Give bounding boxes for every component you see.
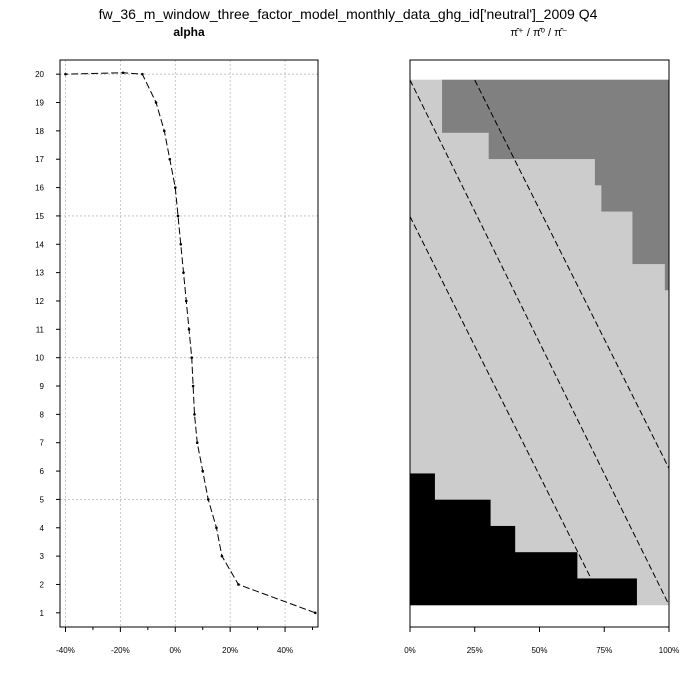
y-tick-label: 2 (40, 580, 45, 589)
figure-title: fw_36_m_window_three_factor_model_monthl… (99, 6, 598, 22)
y-tick-label: 20 (35, 70, 44, 79)
y-tick-label: 13 (35, 269, 44, 278)
middle-region-cell (409, 289, 670, 475)
top-region-cell (632, 210, 670, 265)
middle-region-cell (489, 499, 670, 527)
x-tick-label: 40% (277, 646, 293, 655)
alpha-series (64, 71, 317, 615)
pi-share-dashed-lines (409, 79, 670, 606)
alpha-data-point (162, 129, 166, 133)
y-tick-label: 17 (35, 155, 44, 164)
middle-region-cell (409, 158, 596, 186)
y-tick-label: 15 (35, 212, 44, 221)
x-tick-label: 75% (596, 646, 612, 655)
alpha-data-point (154, 101, 158, 104)
y-tick-label: 4 (40, 524, 45, 533)
y-tick-label: 11 (36, 325, 45, 334)
alpha-data-point (190, 356, 194, 359)
middle-region-cell (409, 210, 634, 265)
y-tick-label: 16 (35, 184, 44, 193)
y-tick-label: 7 (40, 439, 45, 448)
alpha-data-point (193, 413, 196, 416)
pi-share-panel: π̂⁺ / π̂⁰ / π̂⁻ 0% 25% 50% 75% 100% (404, 27, 679, 655)
top-region-cell (488, 132, 670, 160)
top-region-cell (664, 263, 670, 291)
y-tick-label: 9 (40, 382, 45, 391)
alpha-data-point (121, 71, 125, 75)
dashed-reference-line (409, 216, 605, 606)
x-tick-label: -20% (111, 646, 130, 655)
alpha-series-line (65, 72, 316, 614)
y-tick-label: 12 (35, 297, 44, 306)
middle-region-cell (514, 525, 670, 553)
y-tick-label: 18 (35, 127, 44, 136)
y-tick-label: 1 (40, 609, 45, 618)
top-region-cell (601, 184, 670, 212)
dashed-reference-line (409, 79, 670, 606)
alpha-data-point (220, 554, 224, 558)
pi-share-x-axis: 0% 25% 50% 75% 100% (404, 627, 679, 655)
alpha-data-point (237, 583, 240, 586)
pi-share-regions (409, 79, 670, 606)
alpha-data-point (141, 72, 144, 76)
middle-region-cell (409, 263, 666, 291)
y-tick-label: 6 (40, 467, 45, 476)
y-tick-label: 10 (35, 354, 44, 363)
x-tick-label: 100% (659, 646, 679, 655)
alpha-data-point (206, 498, 210, 501)
middle-region-cell (409, 132, 490, 160)
alpha-data-point (173, 186, 177, 189)
alpha-data-point (187, 328, 191, 331)
pi-share-panel-title: π̂⁺ / π̂⁰ / π̂⁻ (510, 27, 567, 39)
alpha-data-point (176, 214, 180, 218)
middle-region-cell (576, 552, 670, 580)
bottom-region-cell (409, 473, 435, 501)
middle-region-cell (409, 184, 602, 212)
alpha-panel-title: alpha (173, 25, 205, 39)
bottom-region-cell (409, 552, 578, 580)
alpha-x-axis: -40% -20% 0% 20% 40% (56, 627, 314, 655)
alpha-gridlines (60, 60, 318, 627)
bottom-region-cell (409, 578, 637, 606)
x-tick-label: 0% (169, 646, 181, 655)
alpha-data-point (64, 72, 67, 76)
alpha-data-point (191, 384, 195, 388)
x-tick-label: 0% (404, 646, 416, 655)
alpha-data-point (179, 242, 183, 246)
y-tick-label: 5 (40, 495, 45, 504)
alpha-data-point (195, 441, 199, 445)
bottom-region-cell (409, 525, 516, 553)
dashed-reference-line (474, 79, 670, 469)
x-tick-label: 25% (467, 646, 483, 655)
x-tick-label: -40% (56, 646, 75, 655)
middle-region-cell (409, 79, 443, 133)
x-tick-label: 50% (531, 646, 547, 655)
bottom-region-cell (409, 499, 491, 527)
alpha-data-point (184, 299, 188, 303)
alpha-data-point (201, 469, 205, 473)
top-region-cell (594, 158, 670, 186)
alpha-data-point (313, 611, 317, 615)
top-region-cell (442, 79, 670, 133)
y-tick-label: 8 (40, 410, 45, 419)
y-tick-label: 19 (35, 99, 44, 108)
middle-region-cell (636, 578, 670, 606)
y-tick-label: 3 (40, 552, 45, 561)
middle-region-cell (434, 473, 670, 501)
x-tick-label: 20% (222, 646, 238, 655)
alpha-plot-frame (59, 59, 319, 628)
alpha-data-point (168, 157, 172, 161)
alpha-data-point (182, 271, 185, 274)
y-tick-label: 14 (35, 240, 44, 249)
alpha-data-point (215, 526, 218, 530)
